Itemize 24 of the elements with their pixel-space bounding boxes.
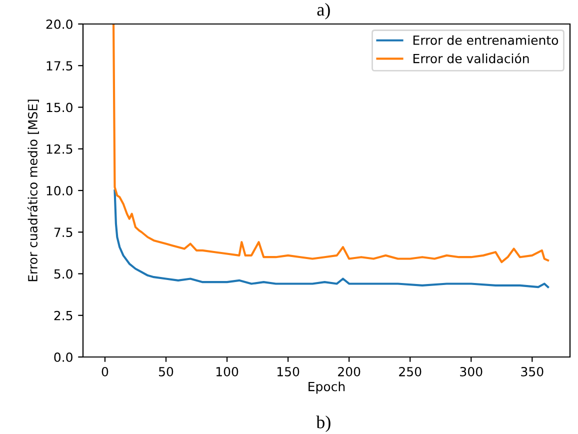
y-tick-label: 20.0: [46, 19, 72, 29]
text: b): [316, 416, 330, 432]
x-tick-label: 100: [216, 366, 238, 376]
x-tick-label: 200: [338, 366, 360, 376]
y-tick-label: 0.0: [54, 352, 72, 362]
x-axis-title: Epoch: [308, 382, 345, 394]
text: a): [317, 3, 330, 20]
x-tick-label: 50: [159, 366, 174, 376]
y-tick-label: 2.5: [54, 310, 72, 320]
legend-label: Error de entrenamiento: [413, 35, 558, 45]
y-tick-label: 12.5: [46, 144, 72, 154]
y-tick-label: 7.5: [54, 228, 72, 238]
x-tick-label: 0: [102, 366, 108, 376]
line-series: [114, 189, 550, 288]
x-tick-label: 150: [277, 366, 300, 376]
x-tick-label: 350: [521, 366, 544, 376]
y-tick-label: 17.5: [46, 61, 72, 71]
x-tick-label: 250: [399, 366, 422, 376]
y-tick-label: 15.0: [46, 102, 72, 112]
y-tick-label: 5.0: [54, 269, 72, 279]
legend-label: Error de validación: [413, 53, 529, 64]
x-tick-label: 300: [460, 366, 482, 376]
y-tick-label: 10.0: [46, 186, 72, 196]
y-axis-title: Error cuadrático medio [MSE]: [27, 100, 39, 282]
